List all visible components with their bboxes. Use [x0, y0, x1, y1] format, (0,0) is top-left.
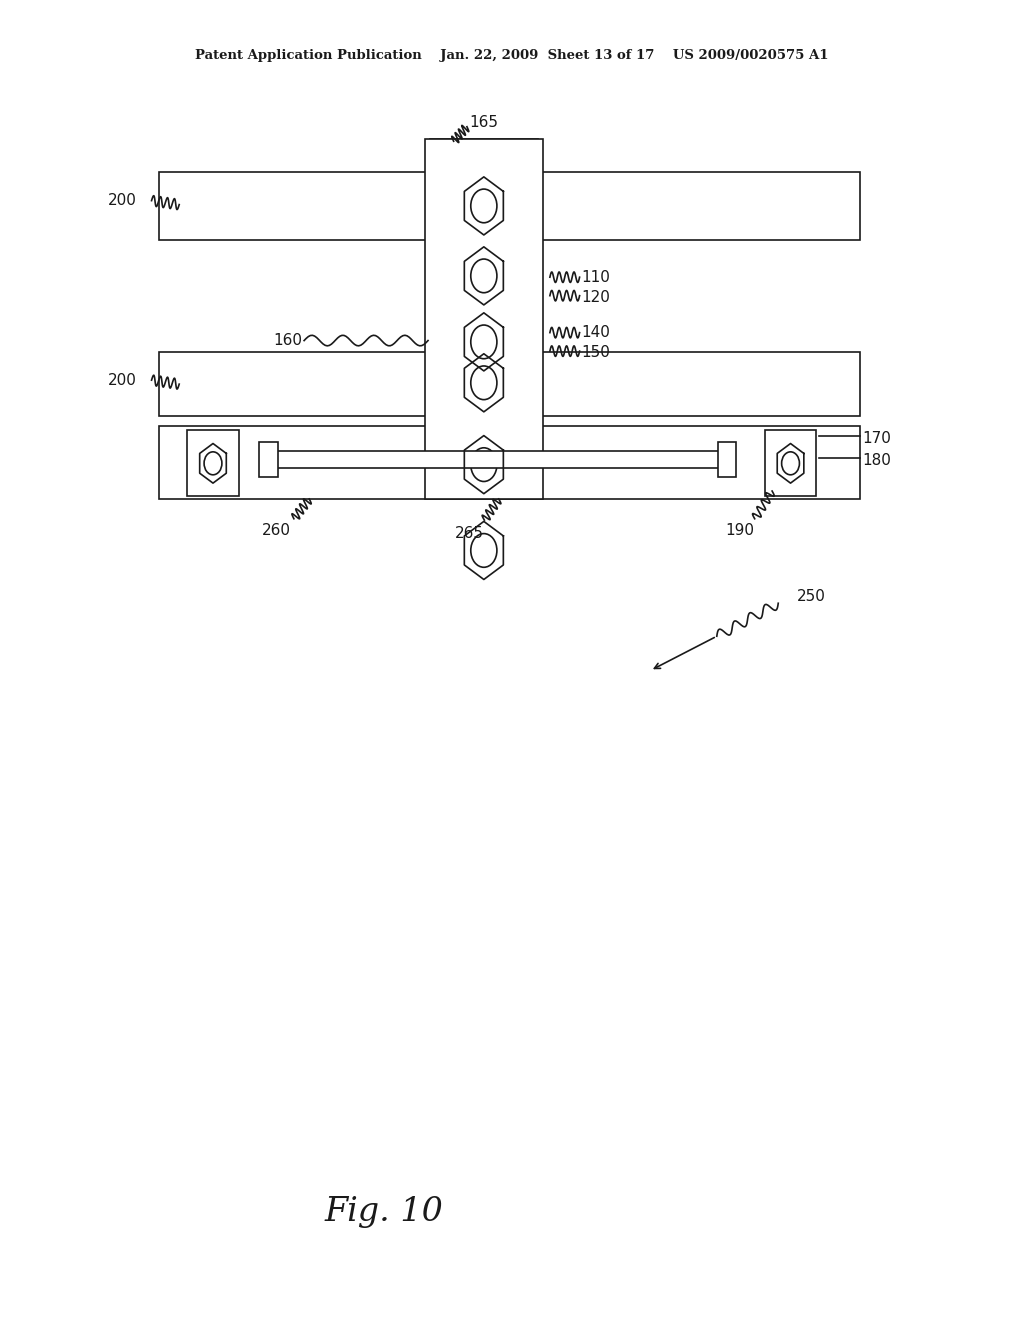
Bar — [259, 441, 278, 477]
Text: 160: 160 — [273, 333, 302, 348]
Text: 170: 170 — [862, 430, 891, 446]
Bar — [187, 430, 239, 496]
Text: Patent Application Publication    Jan. 22, 2009  Sheet 13 of 17    US 2009/00205: Patent Application Publication Jan. 22, … — [196, 49, 828, 62]
Bar — [718, 441, 736, 477]
Text: 120: 120 — [582, 289, 610, 305]
Bar — [765, 430, 816, 496]
Text: 200: 200 — [108, 372, 136, 388]
Text: Fig. 10: Fig. 10 — [325, 1196, 443, 1228]
Text: 265: 265 — [455, 525, 483, 541]
Bar — [268, 451, 727, 467]
Text: 200: 200 — [108, 193, 136, 209]
Text: 190: 190 — [725, 523, 754, 539]
Text: 150: 150 — [582, 345, 610, 360]
Text: 180: 180 — [862, 453, 891, 469]
Bar — [425, 139, 543, 499]
Text: 140: 140 — [582, 325, 610, 341]
Bar — [159, 426, 860, 499]
Text: 110: 110 — [582, 269, 610, 285]
Text: 250: 250 — [797, 589, 825, 605]
Bar — [430, 139, 538, 172]
Bar — [159, 172, 860, 240]
Text: 165: 165 — [469, 115, 498, 131]
Bar — [159, 352, 860, 416]
Text: 260: 260 — [262, 523, 291, 539]
